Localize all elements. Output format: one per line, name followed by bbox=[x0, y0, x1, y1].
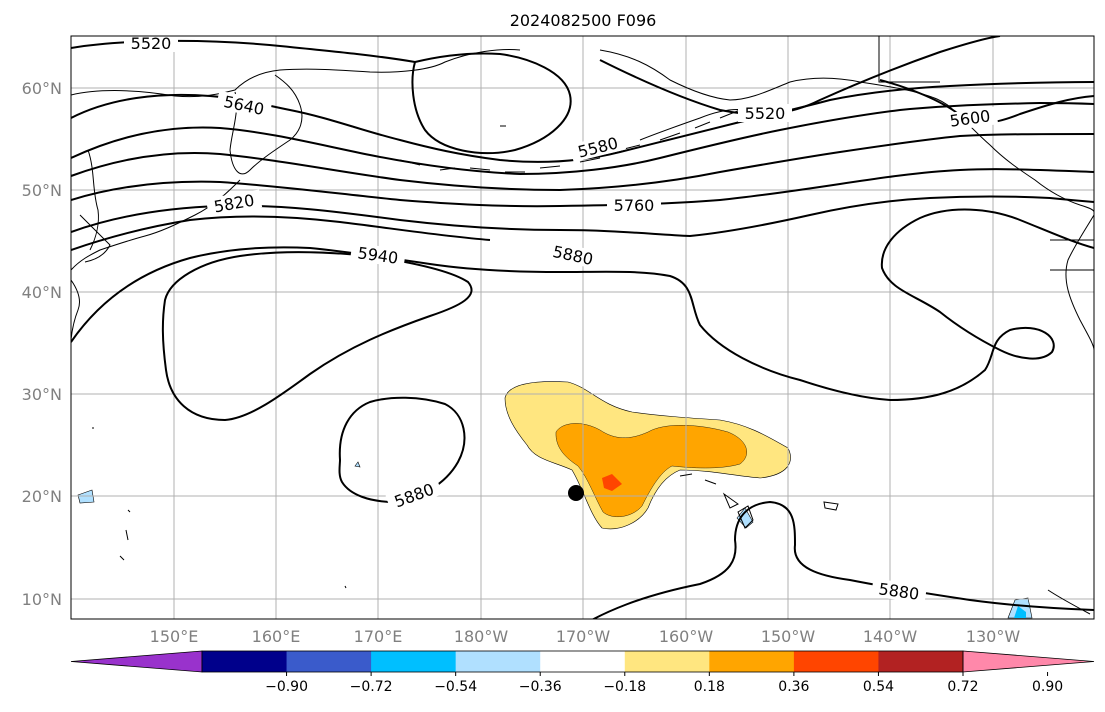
colorbar-segment bbox=[878, 651, 964, 672]
contour-5940 bbox=[161, 251, 473, 422]
colorbar-tick-label: 0.54 bbox=[863, 679, 894, 695]
colorbar bbox=[70, 650, 1095, 673]
coastline-alaska-peninsula bbox=[639, 109, 746, 141]
lon-tick-170e: 170°E bbox=[354, 627, 403, 646]
contour-5880-south bbox=[591, 500, 1094, 619]
contour-label-5880-c: 5880 bbox=[877, 579, 920, 603]
contour-label-5880-b: 5880 bbox=[392, 480, 437, 512]
colorbar-segment bbox=[709, 651, 795, 672]
contour-label-5520-b: 5520 bbox=[745, 104, 786, 123]
coastline-nw-america bbox=[1065, 214, 1094, 351]
coastline-aleutians bbox=[399, 109, 741, 173]
contour-label-5940: 5940 bbox=[356, 243, 399, 267]
lon-tick-150e: 150°E bbox=[150, 627, 199, 646]
coastline-sakhalin bbox=[87, 149, 99, 251]
lon-tick-170w: 170°W bbox=[556, 627, 611, 646]
contour-label-5880-a: 5880 bbox=[551, 242, 595, 269]
storm-position-marker bbox=[568, 485, 584, 501]
anomaly-fill-orange bbox=[555, 423, 747, 517]
coastline-alaska bbox=[599, 49, 1094, 213]
map-area: 5520 5640 5580 5520 5600 5820 5760 5940 … bbox=[71, 34, 1094, 619]
colorbar-extend-min bbox=[70, 650, 203, 673]
contour-5720 bbox=[71, 133, 1094, 192]
lon-tick-150w: 150°W bbox=[761, 627, 816, 646]
lon-tick-130w: 130°W bbox=[966, 627, 1021, 646]
lat-tick-50n: 50°N bbox=[22, 181, 62, 200]
map-frame bbox=[70, 35, 1095, 620]
contour-label-5520-a: 5520 bbox=[131, 34, 172, 53]
lat-tick-60n: 60°N bbox=[22, 79, 62, 98]
contour-5820 bbox=[71, 215, 491, 251]
lat-tick-40n: 40°N bbox=[22, 283, 62, 302]
colorbar-extend-max bbox=[962, 650, 1095, 673]
coastline-canada-border bbox=[878, 36, 1094, 271]
coastline-hawaii-big bbox=[737, 505, 754, 529]
colorbar-tick-label: 0.72 bbox=[947, 679, 978, 695]
contour-5520-east bbox=[599, 36, 1001, 116]
lat-tick-30n: 30°N bbox=[22, 385, 62, 404]
colorbar-tick-label: 0.18 bbox=[694, 679, 725, 695]
colorbar-tick-label: −0.54 bbox=[434, 679, 477, 695]
contour-5520-north bbox=[71, 39, 416, 63]
colorbar-tick-label: −0.72 bbox=[350, 679, 393, 695]
colorbar-tick-label: −0.36 bbox=[519, 679, 562, 695]
colorbar-tick-label: −0.90 bbox=[265, 679, 308, 695]
lat-tick-20n: 20°N bbox=[22, 487, 62, 506]
colorbar-outline bbox=[201, 650, 964, 673]
contour-labels: 5520 5640 5580 5520 5600 5820 5760 5940 … bbox=[124, 34, 999, 604]
lon-tick-140w: 140°W bbox=[863, 627, 918, 646]
contour-label-5640: 5640 bbox=[222, 92, 266, 119]
colorbar-segment bbox=[624, 651, 710, 672]
contour-low-aleutian bbox=[411, 52, 572, 155]
figure-title: 2024082500 F096 bbox=[510, 11, 657, 30]
colorbar-segment bbox=[540, 651, 626, 672]
lon-tick-160e: 160°E bbox=[252, 627, 301, 646]
contour-label-5820: 5820 bbox=[212, 191, 255, 217]
colorbar-tick-label: 0.36 bbox=[778, 679, 809, 695]
colorbar-segment bbox=[455, 651, 541, 672]
contour-5880-high bbox=[338, 396, 466, 504]
gridlines bbox=[71, 36, 1094, 619]
colorbar-segment bbox=[371, 651, 457, 672]
anomaly-fill-blue-3 bbox=[1014, 606, 1026, 618]
coastline-hawaii bbox=[679, 473, 739, 509]
coastline-islands-small bbox=[92, 125, 839, 589]
lon-tick-160w: 160°W bbox=[659, 627, 714, 646]
coastline-kamchatka bbox=[229, 74, 303, 175]
coastline-asia-north bbox=[71, 49, 521, 98]
lat-tick-10n: 10°N bbox=[22, 590, 62, 609]
anomaly-fill-red bbox=[602, 474, 622, 491]
lon-tick-labels: 150°E 160°E 170°E 180°W 170°W 160°W 150°… bbox=[150, 627, 1021, 646]
coastline-baja bbox=[1047, 589, 1091, 615]
lon-tick-180w: 180°W bbox=[454, 627, 509, 646]
coastline-hokkaido bbox=[79, 214, 111, 263]
colorbar-segment bbox=[202, 651, 288, 672]
coastline-japan bbox=[71, 279, 81, 341]
contour-label-5600: 5600 bbox=[949, 106, 992, 130]
contour-5680 bbox=[71, 101, 1094, 176]
anomaly-fill-lightblue-4 bbox=[354, 461, 361, 468]
colorbar-segment bbox=[793, 651, 879, 672]
colorbar-tick-label: 0.90 bbox=[1032, 679, 1063, 695]
colorbar-segment bbox=[286, 651, 372, 672]
contour-label-5760: 5760 bbox=[614, 196, 655, 215]
colorbar-tick-label: −0.18 bbox=[603, 679, 646, 695]
lat-tick-labels: 10°N 20°N 30°N 40°N 50°N 60°N bbox=[22, 79, 62, 609]
anomaly-shading bbox=[77, 381, 1033, 619]
colorbar-tick-labels: −0.90 −0.72 −0.54 −0.36 −0.18 0.18 0.36 0.54 0.7… bbox=[265, 672, 1063, 695]
